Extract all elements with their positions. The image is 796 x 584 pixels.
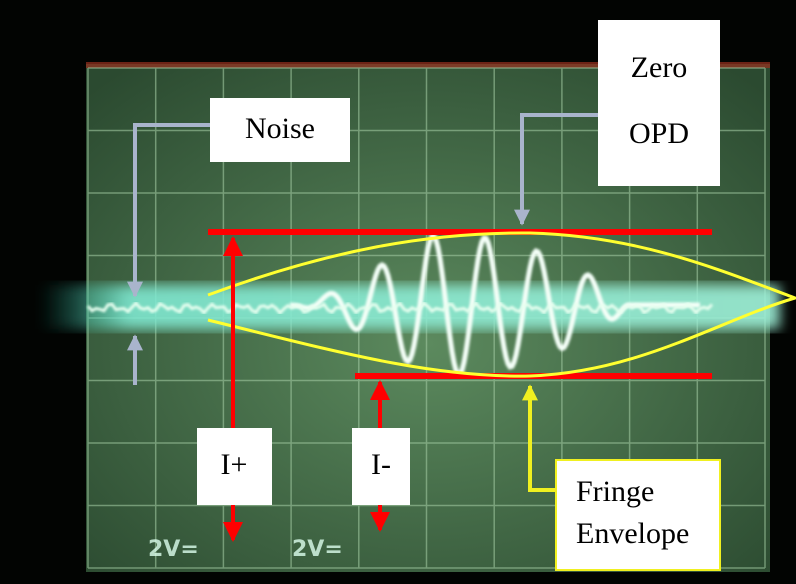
scope-label: 2V= [148,537,199,562]
envelope-label: Fringe [576,475,654,508]
noise-label: Noise [245,112,315,145]
scope-figure: 2V= 2V= Noise Zero OPD I+ I- Fringe Enve… [0,0,796,584]
zero-opd-box [598,20,720,186]
zero-opd-label: Zero [631,51,688,84]
i-minus-label: I- [371,448,391,481]
envelope-label: Envelope [576,517,689,550]
zero-opd-label: OPD [629,117,689,150]
i-plus-label: I+ [221,448,248,481]
scope-label: 2V= [292,537,343,562]
